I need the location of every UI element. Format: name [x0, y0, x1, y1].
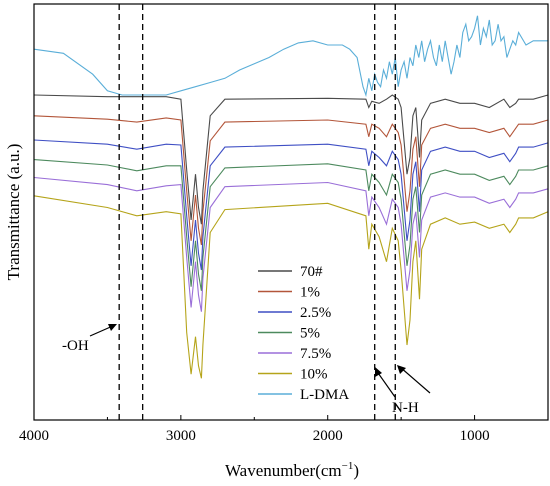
x-tick-label: 1000	[460, 428, 490, 444]
oh-arrowhead	[108, 324, 117, 331]
x-tick-label: 3000	[166, 428, 196, 444]
series-line-2-5-	[33, 139, 549, 271]
legend: 70# 1% 2.5% 5% 7.5% 10% L-DMA	[258, 264, 349, 403]
legend-label: 7.5%	[300, 346, 331, 362]
x-ticks: 4000 3000 2000 1000	[19, 415, 549, 444]
nh-annotation: N-H	[375, 365, 431, 416]
oh-annotation: -OH	[62, 324, 117, 354]
x-tick-label: 2000	[313, 428, 343, 444]
series-layer	[33, 15, 549, 379]
oh-label: -OH	[62, 338, 89, 354]
nh-arrowhead-right	[397, 365, 406, 374]
legend-label: 2.5%	[300, 305, 331, 321]
legend-label: L-DMA	[300, 387, 349, 403]
nh-label: N-H	[392, 400, 419, 416]
y-axis-label: Transmittance (a.u.)	[4, 144, 23, 281]
x-tick-label: 4000	[19, 428, 49, 444]
series-line-1-	[33, 115, 549, 246]
legend-label: 70#	[300, 264, 323, 280]
legend-label: 1%	[300, 285, 320, 301]
legend-label: 10%	[300, 367, 328, 383]
nh-arrow-right	[399, 366, 431, 394]
series-line-70-	[33, 94, 549, 225]
series-line-10-	[33, 195, 549, 379]
series-line-l-dma	[33, 15, 548, 98]
plot-frame	[33, 3, 549, 421]
series-line-5-	[33, 159, 549, 291]
nh-arrowhead-left	[375, 367, 382, 377]
legend-label: 5%	[300, 326, 320, 342]
x-axis-label: Wavenumber(cm−1)	[225, 460, 359, 480]
series-line-7-5-	[33, 176, 549, 312]
